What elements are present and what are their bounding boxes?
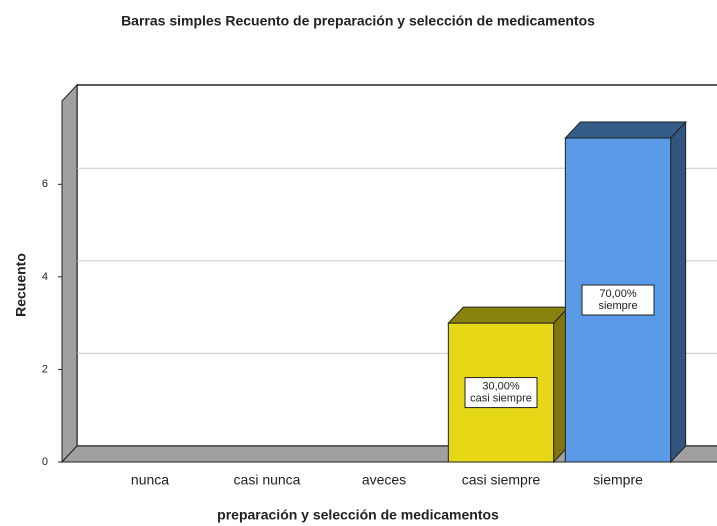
y-axis-title: Recuento (13, 253, 29, 317)
y-tick-label: 0 (42, 456, 48, 468)
x-tick-label: aveces (362, 472, 406, 488)
data-label-category: casi siempre (470, 392, 532, 404)
left-wall (61, 83, 78, 464)
x-tick-label: nunca (131, 472, 169, 488)
x-tick-label: casi siempre (462, 472, 541, 488)
data-label: 70,00% (599, 288, 637, 300)
y-tick-label: 4 (42, 271, 48, 283)
data-label-category: siempre (598, 300, 637, 312)
bar-top (447, 306, 570, 324)
x-tick-label: siempre (593, 472, 643, 488)
bar-top (564, 121, 687, 139)
x-tick-label: casi nunca (234, 472, 301, 488)
data-label-box (464, 377, 538, 409)
data-label: 30,00% (482, 380, 520, 392)
bar-side (670, 120, 687, 464)
x-axis-title: preparación y selección de medicamentos (217, 507, 499, 523)
chart-title: Barras simples Recuento de preparación y… (121, 13, 595, 29)
y-tick-label: 6 (42, 178, 48, 190)
y-tick-label: 2 (42, 363, 48, 375)
data-label-box (581, 284, 655, 316)
